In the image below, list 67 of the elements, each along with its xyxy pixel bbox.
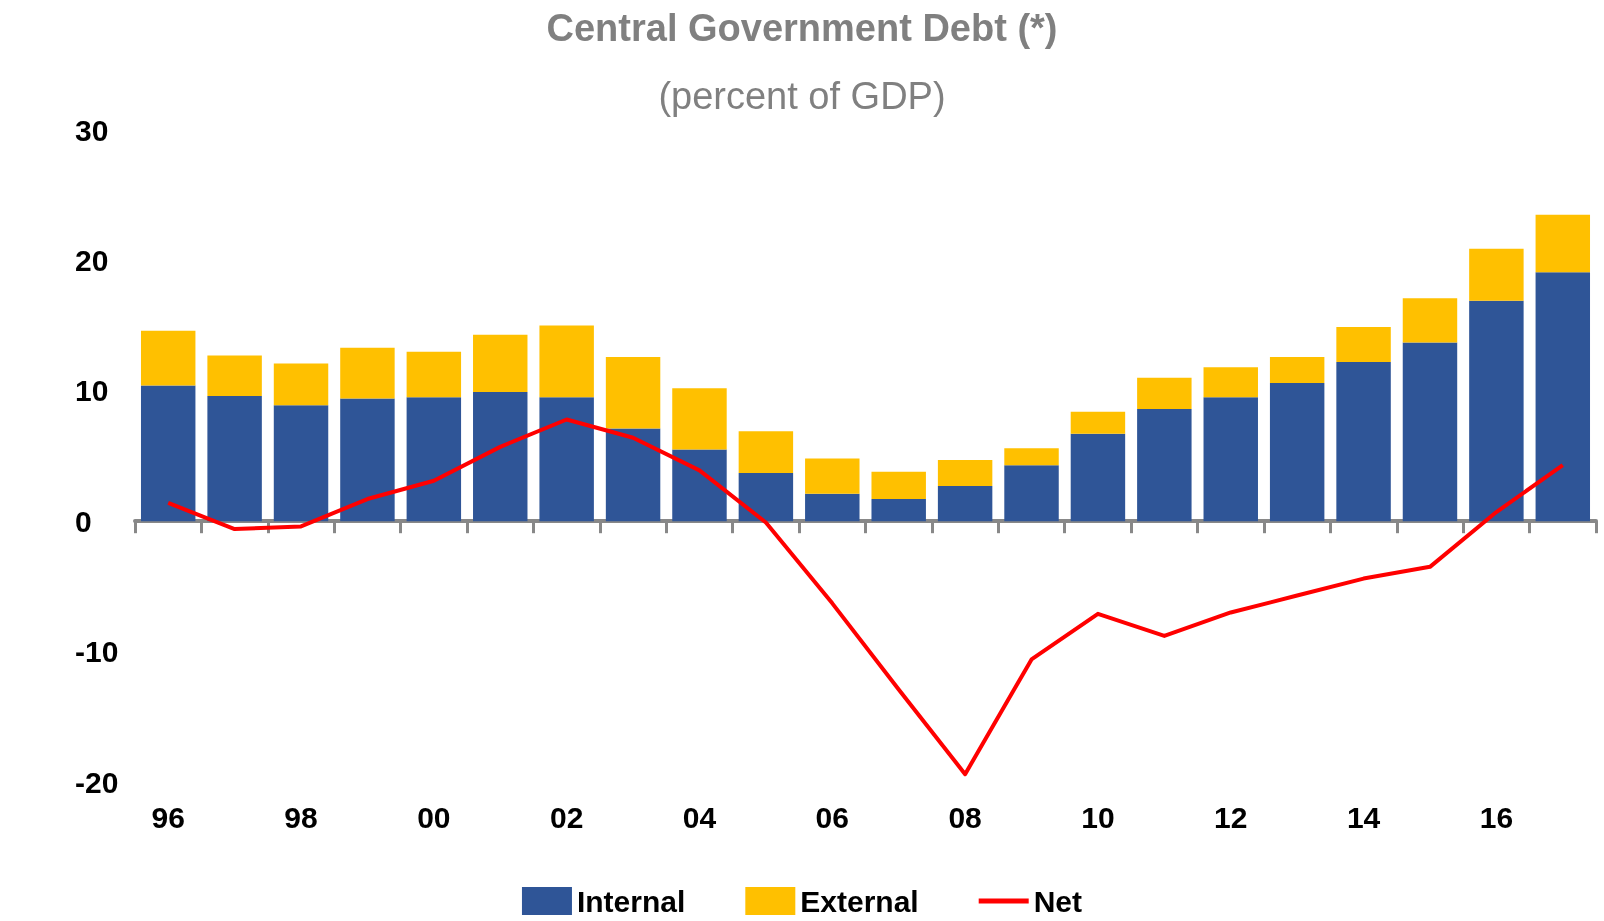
bar bbox=[871, 499, 926, 522]
bar bbox=[672, 388, 727, 450]
chart-subtitle: (percent of GDP) bbox=[658, 75, 946, 117]
bar bbox=[473, 392, 528, 522]
bar bbox=[1203, 397, 1258, 522]
bar bbox=[738, 472, 794, 522]
bar bbox=[207, 396, 262, 522]
bar bbox=[1469, 248, 1524, 301]
bar bbox=[1336, 362, 1391, 522]
bar bbox=[871, 471, 926, 500]
bar bbox=[1535, 214, 1591, 273]
bar bbox=[340, 347, 395, 399]
y-tick-label: -20 bbox=[75, 765, 119, 799]
bar bbox=[539, 397, 594, 522]
x-tick-label: 16 bbox=[1479, 800, 1514, 834]
bar bbox=[340, 398, 395, 522]
bar bbox=[1269, 356, 1325, 383]
x-tick-label: 14 bbox=[1346, 800, 1381, 834]
bar bbox=[738, 431, 794, 473]
bar bbox=[406, 397, 462, 522]
x-tick-label: 04 bbox=[682, 800, 717, 834]
x-tick-label: 12 bbox=[1214, 800, 1248, 834]
bar bbox=[1203, 367, 1258, 398]
line-series bbox=[166, 417, 1565, 777]
bar bbox=[273, 363, 329, 406]
bar bbox=[1070, 411, 1126, 434]
bar bbox=[805, 458, 860, 494]
bar bbox=[140, 330, 196, 386]
y-tick-label: 10 bbox=[75, 374, 109, 408]
x-tick-label: 10 bbox=[1081, 800, 1115, 834]
bar bbox=[1070, 433, 1126, 522]
bar bbox=[605, 428, 661, 522]
bar bbox=[1336, 326, 1391, 363]
bar bbox=[805, 493, 860, 522]
y-tick-label: 30 bbox=[75, 113, 109, 147]
bar bbox=[1402, 298, 1458, 343]
chart-title: Central Government Debt (*) bbox=[546, 7, 1058, 49]
y-tick-label: 0 bbox=[75, 504, 92, 538]
bar bbox=[605, 356, 661, 429]
bar bbox=[473, 334, 528, 393]
bar bbox=[1137, 409, 1192, 522]
x-tick-label: 02 bbox=[549, 800, 584, 834]
bar bbox=[1004, 448, 1059, 466]
x-tick-label: 96 bbox=[151, 800, 185, 834]
bar bbox=[406, 351, 462, 398]
bar bbox=[1535, 272, 1591, 522]
bar bbox=[937, 459, 993, 486]
bar bbox=[539, 325, 594, 398]
legend-label: Net bbox=[1033, 884, 1083, 918]
x-tick-label: 06 bbox=[815, 800, 849, 834]
bar bbox=[672, 449, 727, 522]
x-tick-label: 00 bbox=[417, 800, 451, 834]
bar bbox=[1004, 465, 1059, 522]
bar bbox=[1469, 300, 1524, 522]
bar bbox=[1402, 342, 1458, 522]
x-tick-label: 98 bbox=[284, 800, 318, 834]
legend-label: External bbox=[800, 884, 919, 918]
bar bbox=[273, 405, 329, 522]
y-tick-label: 20 bbox=[75, 243, 109, 277]
legend-label: Internal bbox=[576, 884, 686, 918]
bar bbox=[140, 385, 196, 522]
bar bbox=[1269, 382, 1325, 522]
bar bbox=[1137, 377, 1192, 410]
x-tick-label: 08 bbox=[948, 800, 982, 834]
y-tick-label: -10 bbox=[75, 635, 119, 669]
bar bbox=[207, 355, 262, 397]
bar bbox=[937, 485, 993, 522]
